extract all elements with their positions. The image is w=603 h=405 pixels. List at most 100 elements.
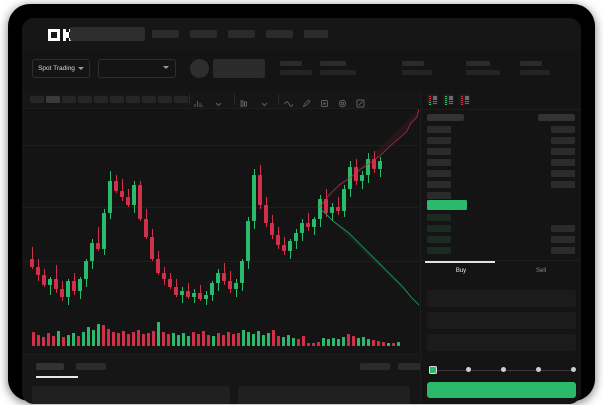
fullscreen-icon[interactable] <box>356 95 365 108</box>
volume-bar-34 <box>197 334 200 346</box>
nav-item-2[interactable] <box>190 30 217 38</box>
candle-body <box>300 223 304 233</box>
ask-row-price <box>427 170 451 177</box>
pencil-icon[interactable] <box>302 95 311 108</box>
tab-order-history[interactable] <box>76 363 106 370</box>
orderbook-both-icon[interactable] <box>427 94 438 105</box>
nav-item-4[interactable] <box>266 30 293 38</box>
slider-stop-25[interactable] <box>466 367 471 372</box>
timeframe-button-7[interactable] <box>126 96 140 103</box>
candle-13 <box>102 109 106 306</box>
bid-row-amount <box>551 247 575 254</box>
timeframe-button-5[interactable] <box>94 96 108 103</box>
slider-stop-50[interactable] <box>501 367 506 372</box>
candle-body <box>210 283 214 295</box>
candle-body <box>36 267 40 275</box>
candle-10 <box>84 109 88 306</box>
bar <box>448 95 453 97</box>
timeframe-button-10[interactable] <box>174 96 188 103</box>
bar <box>445 102 447 104</box>
candle-type-icon[interactable] <box>239 95 248 107</box>
timeframe-button-1[interactable] <box>30 96 44 103</box>
ask-row-amount <box>551 159 575 166</box>
candle-59 <box>378 109 382 306</box>
orderbook-bids-icon[interactable] <box>443 94 454 105</box>
volume-bar-14 <box>97 324 100 346</box>
candle-47 <box>306 109 310 306</box>
candle-6 <box>60 109 64 306</box>
candle-body <box>270 223 274 235</box>
stat-24h-turnover-label <box>520 61 542 66</box>
slider-stop-75[interactable] <box>536 367 541 372</box>
bar <box>448 97 453 99</box>
timeframe-button-9[interactable] <box>158 96 172 103</box>
buy-tab[interactable]: Buy <box>455 268 467 274</box>
candle-wick <box>31 247 33 269</box>
trading-pair-select[interactable] <box>98 59 176 78</box>
timeframe-button-2[interactable] <box>46 96 60 103</box>
candle-20 <box>144 109 148 306</box>
timeframe-button-6[interactable] <box>110 96 124 103</box>
nav-item-3[interactable] <box>228 30 255 38</box>
candle-body <box>150 237 154 259</box>
candle-body <box>282 245 286 251</box>
sell-tab[interactable]: Sell <box>535 268 546 274</box>
candle-14 <box>108 109 112 306</box>
bid-row-price <box>427 214 451 221</box>
candle-body <box>222 273 226 281</box>
spot-trading-dropdown[interactable]: Spot Trading <box>32 59 90 78</box>
chevron-down-icon[interactable] <box>260 95 269 107</box>
volume-bar-71 <box>382 342 385 346</box>
candle-body <box>228 281 232 289</box>
orderbook-view-toggles <box>427 94 470 105</box>
volume-bar-22 <box>137 330 140 346</box>
volume-bar-57 <box>312 343 315 346</box>
coin-avatar <box>190 59 209 78</box>
candle-2 <box>36 109 40 306</box>
ask-row-price <box>427 159 451 166</box>
volume-bar-35 <box>202 331 205 346</box>
bar <box>429 103 431 105</box>
submit-order-button[interactable] <box>427 382 576 398</box>
tab-open-orders[interactable] <box>36 363 64 370</box>
timeframe-button-3[interactable] <box>62 96 76 103</box>
candle-38 <box>252 109 256 306</box>
volume-bar-21 <box>132 332 135 346</box>
candle-body <box>192 293 196 297</box>
candle-wick <box>49 277 51 295</box>
amount-percent-slider[interactable] <box>429 366 576 374</box>
bottom-action-2[interactable] <box>398 363 426 370</box>
candle-body <box>114 181 118 191</box>
indicators-icon[interactable] <box>194 95 203 107</box>
order-price-field[interactable] <box>427 290 576 307</box>
chevron-down-icon[interactable] <box>214 95 223 107</box>
candle-body <box>234 283 238 289</box>
search-input[interactable] <box>70 27 145 41</box>
bottom-action-1[interactable] <box>360 363 390 370</box>
candle-48 <box>312 109 316 306</box>
timeframe-button-8[interactable] <box>142 96 156 103</box>
bid-row-price <box>427 247 451 254</box>
volume-bar-33 <box>192 332 195 346</box>
wave-line-icon[interactable] <box>284 95 294 107</box>
volume-bar-45 <box>252 334 255 346</box>
orderbook-asks-icon[interactable] <box>459 94 470 105</box>
candle-body <box>240 261 244 283</box>
magnet-icon[interactable] <box>320 95 329 107</box>
slider-handle[interactable] <box>429 366 437 374</box>
order-amount-field[interactable] <box>427 312 576 329</box>
candle-9 <box>78 109 82 306</box>
candle-body <box>342 189 346 211</box>
volume-bar-38 <box>217 333 220 346</box>
volume-bar-56 <box>307 343 310 346</box>
bar <box>464 99 469 101</box>
candlestick-chart[interactable] <box>22 109 419 306</box>
timeframe-button-4[interactable] <box>78 96 92 103</box>
nav-item-5[interactable] <box>304 30 328 38</box>
settings-icon[interactable] <box>338 95 347 108</box>
candle-body <box>258 175 262 205</box>
nav-item-1[interactable] <box>152 30 179 38</box>
order-total-field[interactable] <box>427 334 576 351</box>
slider-stop-100[interactable] <box>571 367 576 372</box>
candle-wick <box>337 197 339 215</box>
